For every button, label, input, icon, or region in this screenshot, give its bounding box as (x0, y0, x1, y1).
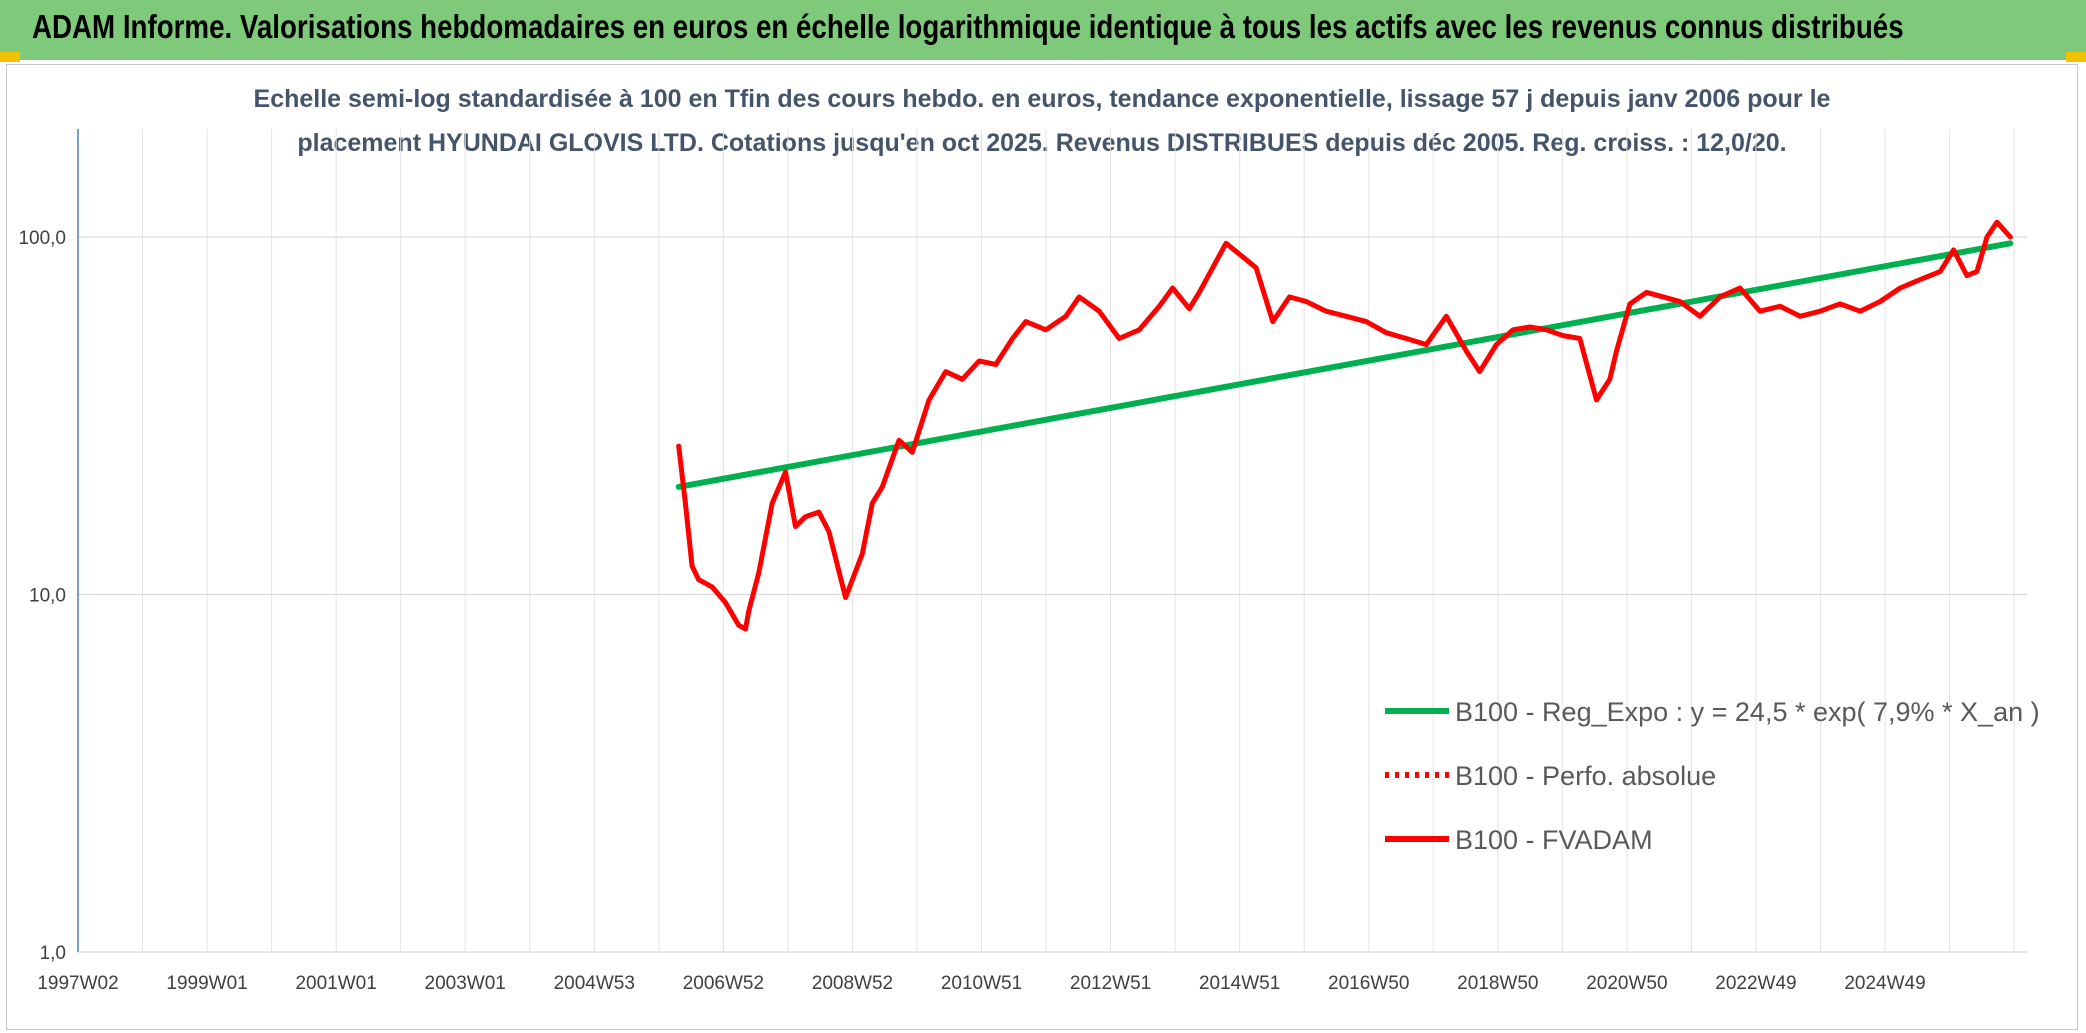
x-tick-label: 1999W01 (166, 973, 247, 994)
y-tick-label: 100,0 (18, 228, 66, 249)
x-axis-ticks: 1997W02 1999W01 2001W01 2003W01 2004W53 2006W… (37, 973, 1925, 994)
legend-label: B100 - Perfo. absolue (1455, 761, 1716, 791)
page-title: ADAM Informe. Valorisations hebdomadaire… (32, 8, 1904, 45)
y-tick-label: 10,0 (29, 586, 66, 607)
y-axis-ticks: 1,0 10,0 100,0 (18, 228, 66, 964)
corner-marker-left (0, 52, 20, 62)
x-tick-label: 2022W49 (1715, 973, 1796, 994)
x-tick-label: 2001W01 (295, 973, 376, 994)
legend-label: B100 - FVADAM (1455, 825, 1653, 855)
y-tick-label: 1,0 (40, 943, 66, 964)
grid (77, 129, 2027, 953)
x-tick-label: 2012W51 (1070, 973, 1151, 994)
x-tick-label: 2008W52 (812, 973, 893, 994)
x-tick-label: 1997W02 (37, 973, 118, 994)
x-tick-label: 2014W51 (1199, 973, 1280, 994)
legend-label: B100 - Reg_Expo : y = 24,5 * exp( 7,9% *… (1455, 697, 2040, 727)
series (675, 219, 2014, 632)
x-tick-label: 2004W53 (554, 973, 635, 994)
x-tick-label: 2024W49 (1844, 973, 1925, 994)
fvadam-line (676, 219, 2013, 632)
chart-subtitle-line2: placement HYUNDAI GLOVIS LTD. Cotations … (297, 129, 1786, 157)
chart: Echelle semi-log standardisée à 100 en T… (18, 85, 2040, 994)
x-tick-label: 2010W51 (941, 973, 1022, 994)
trend-line (675, 240, 2014, 490)
x-tick-label: 2016W50 (1328, 973, 1409, 994)
x-tick-label: 2020W50 (1586, 973, 1667, 994)
corner-marker-right (2066, 52, 2086, 62)
x-tick-label: 2003W01 (425, 973, 506, 994)
chart-subtitle-line1: Echelle semi-log standardisée à 100 en T… (254, 85, 1831, 113)
chart-panel: Echelle semi-log standardisée à 100 en T… (6, 64, 2078, 1030)
legend: B100 - Reg_Expo : y = 24,5 * exp( 7,9% *… (1385, 697, 2040, 855)
x-tick-label: 2006W52 (683, 973, 764, 994)
x-tick-label: 2018W50 (1457, 973, 1538, 994)
header-bar: ADAM Informe. Valorisations hebdomadaire… (0, 0, 2086, 60)
